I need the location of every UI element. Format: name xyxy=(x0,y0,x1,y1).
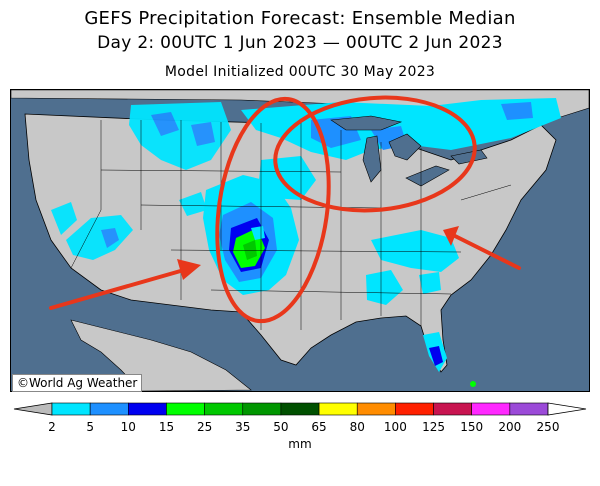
plains-highlight-ellipse xyxy=(215,96,331,324)
legend-tick-label: 5 xyxy=(86,420,94,434)
legend-tick-label: 65 xyxy=(311,420,327,434)
legend-right-triangle xyxy=(547,402,587,416)
legend-tick-label: 150 xyxy=(460,420,484,434)
mexico-land xyxy=(70,319,252,391)
map-canvas xyxy=(11,90,589,391)
great-lakes-highlight-ellipse xyxy=(273,95,477,213)
legend-cells xyxy=(51,402,549,416)
legend-tick-label: 100 xyxy=(383,420,407,434)
legend-cell xyxy=(395,402,434,416)
legend-cell xyxy=(166,402,205,416)
precip-west xyxy=(51,102,231,260)
legend-cell xyxy=(89,402,129,416)
arrow-west xyxy=(49,266,193,310)
precip-southeast xyxy=(366,230,476,387)
legend-tick-label: 125 xyxy=(422,420,445,434)
legend-tick-label: 35 xyxy=(235,420,251,434)
arrow-east xyxy=(449,232,521,270)
legend-tick-label: 80 xyxy=(349,420,365,434)
forecast-period: Day 2: 00UTC 1 Jun 2023 — 00UTC 2 Jun 20… xyxy=(97,33,503,53)
legend-cell xyxy=(280,402,320,416)
legend-colorbar xyxy=(13,402,587,416)
legend-cell xyxy=(356,402,396,416)
model-initialized: Model Initialized 00UTC 30 May 2023 xyxy=(164,64,436,80)
legend-cell xyxy=(204,402,244,416)
legend-cell xyxy=(318,402,358,416)
legend-tick-label: 25 xyxy=(196,420,213,434)
legend-unit: mm xyxy=(288,437,312,451)
map-title: GEFS Precipitation Forecast: Ensemble Me… xyxy=(84,8,516,29)
legend-tick-label: 2 xyxy=(48,420,56,434)
legend-tick-label: 200 xyxy=(498,420,522,434)
legend-tick-label: 15 xyxy=(158,420,175,434)
precip-plains xyxy=(203,175,299,295)
great-lakes xyxy=(330,115,488,187)
legend-cell xyxy=(471,402,511,416)
legend-left-triangle xyxy=(13,402,53,416)
annotations xyxy=(49,95,521,324)
map-credit: ©World Ag Weather xyxy=(12,374,143,392)
legend-cell xyxy=(128,402,167,416)
legend-cell xyxy=(51,402,91,416)
legend-cell xyxy=(509,402,549,416)
legend-cell xyxy=(433,402,472,416)
legend-cell xyxy=(242,402,282,416)
legend-tick-label: 250 xyxy=(536,420,560,434)
legend-tick-label: 10 xyxy=(120,420,136,434)
arrowheads xyxy=(177,226,459,280)
legend-tick-label: 50 xyxy=(273,420,289,434)
precipitation-map xyxy=(10,89,590,392)
